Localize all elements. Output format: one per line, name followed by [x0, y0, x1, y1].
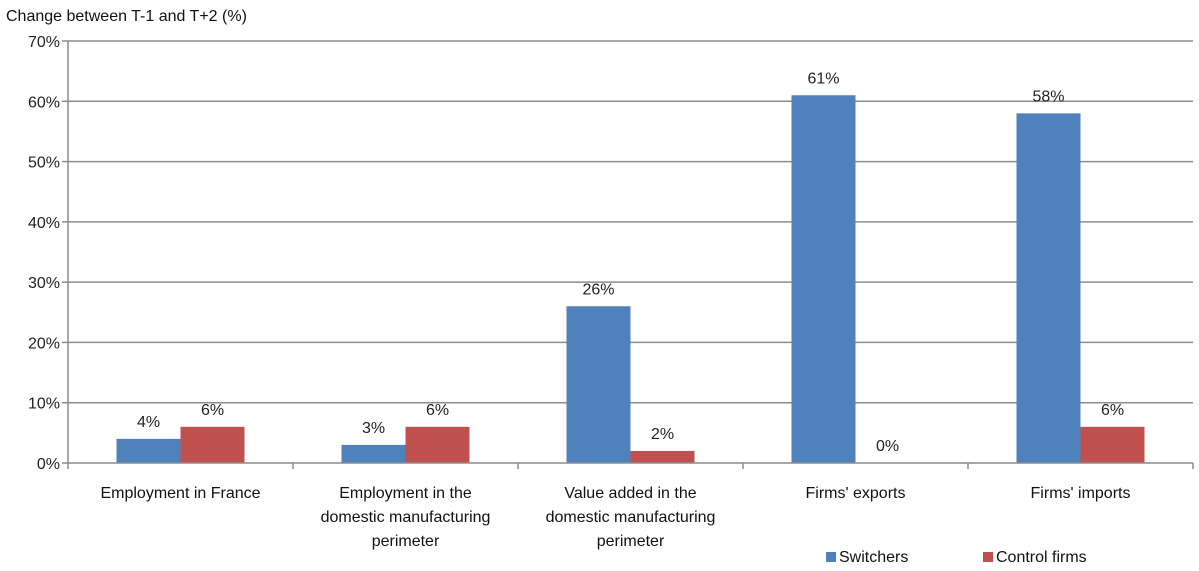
data-label: 61% [807, 70, 839, 87]
y-tick-label: 50% [28, 155, 60, 172]
y-axis: 0% 10% 20% 30% 40% 50% 60% 70% [28, 34, 69, 473]
legend-swatch [826, 552, 836, 562]
data-label: 58% [1032, 88, 1064, 105]
x-category-label: Firms' imports [1031, 485, 1131, 502]
bars [116, 95, 1145, 463]
bar-switchers [566, 306, 631, 463]
bar-control-firms [180, 426, 245, 463]
bar-control-firms [630, 450, 695, 463]
x-category-label-line: Firms' exports [806, 485, 906, 502]
bar-switchers [1016, 113, 1081, 463]
y-tick-label: 40% [28, 215, 60, 232]
x-category-label-line: domestic manufacturing [321, 509, 491, 526]
data-label: 0% [876, 438, 899, 455]
x-category-label-line: domestic manufacturing [546, 509, 716, 526]
data-label: 26% [582, 281, 614, 298]
x-category-label-line: Employment in France [100, 485, 260, 502]
x-category-label-line: Value added in the [564, 485, 696, 502]
y-tick-label: 70% [28, 34, 60, 51]
bar-control-firms [1080, 426, 1145, 463]
x-category-label-line: perimeter [597, 533, 665, 550]
x-category-label-line: Firms' imports [1031, 485, 1131, 502]
x-category-label: Firms' exports [806, 485, 906, 502]
data-label: 6% [201, 402, 224, 419]
bar-control-firms [405, 426, 470, 463]
y-tick-label: 10% [28, 396, 60, 413]
data-label: 2% [651, 426, 674, 443]
legend-swatch [983, 552, 993, 562]
data-label: 6% [426, 402, 449, 419]
bar-switchers [791, 95, 856, 463]
data-label: 3% [362, 420, 385, 437]
y-tick-label: 0% [37, 456, 60, 473]
legend-label: Control firms [996, 549, 1087, 566]
x-category-label-line: Employment in the [339, 485, 472, 502]
bar-switchers [341, 444, 406, 463]
data-label: 6% [1101, 402, 1124, 419]
y-tick-label: 30% [28, 275, 60, 292]
x-axis: Employment in France Employment in the dom… [67, 462, 1194, 550]
y-axis-title: Change between T-1 and T+2 (%) [6, 8, 247, 25]
x-category-label: Value added in the domestic manufacturing… [546, 485, 716, 550]
data-labels: 4% 6% 3% 6% 26% 2% 61% 0% 58% 6% [137, 70, 1124, 455]
bar-switchers [116, 438, 181, 463]
x-category-label: Employment in France [100, 485, 260, 502]
y-tick-label: 20% [28, 335, 60, 352]
x-category-label-line: perimeter [372, 533, 440, 550]
legend: Switchers Control firms [826, 549, 1087, 566]
y-tick-label: 60% [28, 94, 60, 111]
x-category-label: Employment in the domestic manufacturing p… [321, 485, 491, 550]
legend-label: Switchers [839, 549, 908, 566]
data-label: 4% [137, 414, 160, 431]
